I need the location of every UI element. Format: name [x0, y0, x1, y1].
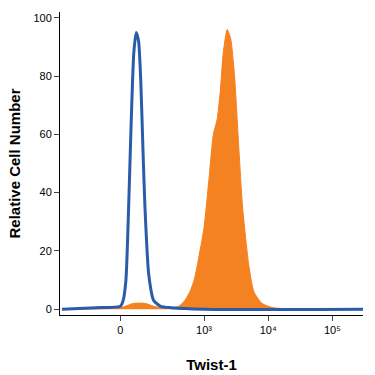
svg-text:10³: 10³ [196, 324, 212, 336]
svg-text:Twist-1: Twist-1 [186, 356, 237, 373]
svg-text:100: 100 [33, 12, 51, 24]
svg-text:Relative Cell Number: Relative Cell Number [6, 88, 23, 238]
svg-text:80: 80 [40, 70, 52, 82]
svg-text:10⁴: 10⁴ [260, 324, 277, 336]
svg-text:10⁵: 10⁵ [324, 324, 341, 336]
svg-text:0: 0 [46, 303, 52, 315]
svg-text:20: 20 [40, 245, 52, 257]
svg-text:60: 60 [40, 128, 52, 140]
svg-text:0: 0 [117, 324, 123, 336]
svg-text:40: 40 [40, 186, 52, 198]
